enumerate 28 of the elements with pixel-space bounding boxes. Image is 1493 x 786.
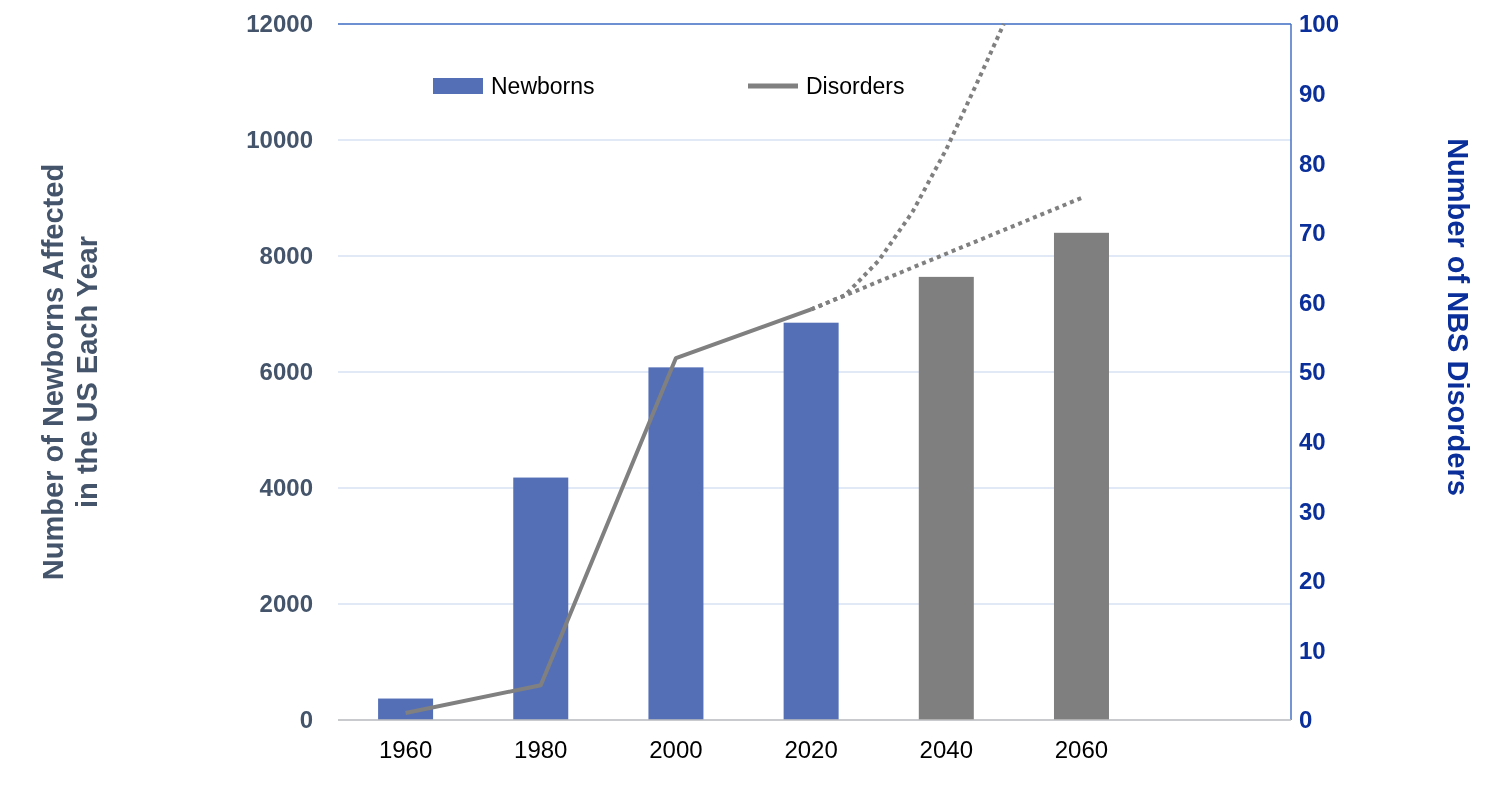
y2-tick-label: 60 xyxy=(1299,288,1326,316)
y2-tick-label: 0 xyxy=(1299,706,1313,734)
legend-label: Disorders xyxy=(806,73,905,100)
y-axis-title: Number of Newborns Affected in the US Each Year xyxy=(37,163,103,581)
x-tick-label: 1960 xyxy=(378,736,433,763)
x-tick-label: 2060 xyxy=(1054,736,1109,763)
x-tick-label: 1980 xyxy=(514,736,568,763)
y2-tick-label: 30 xyxy=(1299,497,1326,525)
x-tick-label: 2040 xyxy=(919,736,973,763)
y-tick-label: 2000 xyxy=(259,590,313,618)
y2-tick-label: 100 xyxy=(1299,10,1340,38)
y-tick-label: 12000 xyxy=(246,10,313,38)
legend-label: Newborns xyxy=(491,73,595,100)
y2-tick-label: 50 xyxy=(1299,358,1326,386)
y-tick-label: 8000 xyxy=(259,242,313,270)
y-tick-label: 10000 xyxy=(246,126,313,154)
y-tick-label: 4000 xyxy=(259,474,313,502)
x-tick-label: 2000 xyxy=(649,736,703,763)
x-tick-label: 2020 xyxy=(784,736,838,763)
y-tick-label: 6000 xyxy=(259,358,313,386)
y2-tick-label: 20 xyxy=(1299,567,1326,595)
y2-tick-label: 90 xyxy=(1299,80,1326,107)
y2-tick-label: 10 xyxy=(1299,636,1326,664)
y-tick-label: 0 xyxy=(299,706,313,734)
y2-tick-label: 80 xyxy=(1299,149,1326,177)
y2-tick-label: 40 xyxy=(1299,428,1326,455)
y2-tick-label: 70 xyxy=(1299,219,1326,247)
y2-axis-title: Number of NBS Disorders xyxy=(1442,138,1474,496)
